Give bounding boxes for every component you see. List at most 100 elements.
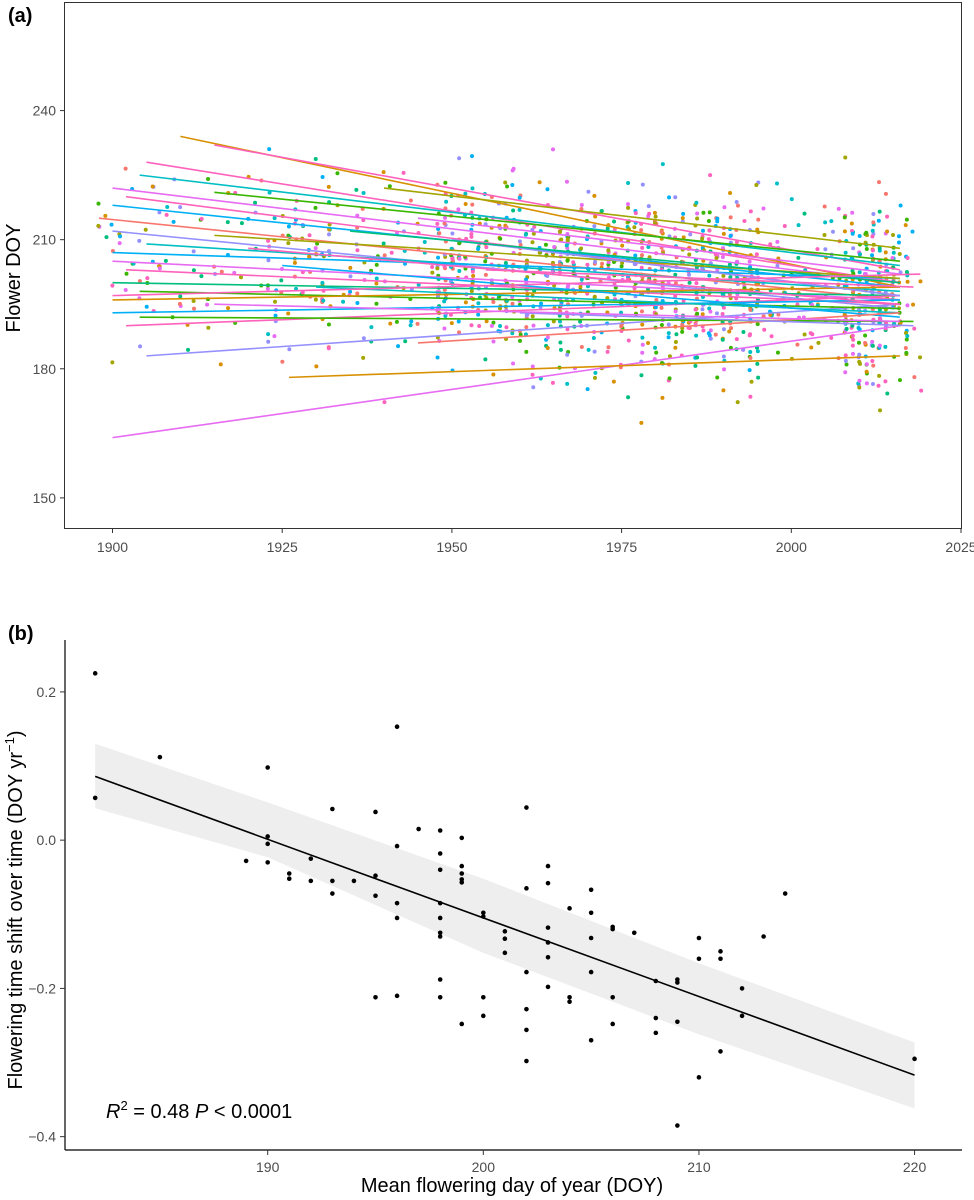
- panel-a-point: [348, 265, 353, 270]
- panel-a-point: [273, 299, 278, 304]
- panel-a-point: [756, 375, 761, 380]
- panel-a-point: [606, 345, 611, 350]
- panel-a-point: [856, 340, 861, 345]
- panel-a-point: [844, 362, 849, 367]
- panel-a-point: [145, 276, 150, 281]
- panel-b-point: [459, 863, 465, 869]
- panel-a-point: [620, 260, 625, 265]
- panel-a-point: [430, 270, 435, 275]
- panel-a-point: [592, 375, 597, 380]
- panel-a-point: [471, 273, 476, 278]
- panel-a-y-tick-label: 180: [33, 361, 57, 377]
- panel-a-point: [809, 345, 814, 350]
- panel-a-point: [720, 312, 725, 317]
- panel-a-point: [206, 325, 211, 330]
- panel-a-point: [721, 354, 726, 359]
- panel-a-point: [524, 325, 529, 330]
- panel-a-point: [326, 346, 331, 351]
- panel-a-point: [700, 228, 705, 233]
- panel-a-point: [206, 177, 211, 182]
- panel-a-point: [551, 319, 556, 324]
- panel-a-x-tick-label: 2000: [776, 539, 807, 555]
- panel-a-trend-line: [112, 286, 900, 301]
- panel-a-point: [747, 333, 752, 338]
- panel-a-point: [688, 232, 693, 237]
- panel-a-point: [137, 279, 142, 284]
- panel-a-point: [382, 400, 387, 405]
- panel-a-point: [157, 266, 162, 271]
- panel-a-point: [755, 322, 760, 327]
- panel-a-point: [673, 294, 678, 299]
- panel-a-point: [857, 252, 862, 257]
- panel-b-point: [524, 1058, 529, 1064]
- panel-a-point: [279, 278, 284, 283]
- panel-a-trend-line: [146, 161, 901, 284]
- panel-b-point: [567, 994, 572, 1000]
- panel-a-point: [695, 311, 700, 316]
- panel-b-point: [782, 891, 788, 896]
- panel-b-point: [696, 1075, 702, 1080]
- panel-a-point: [592, 294, 597, 299]
- panel-b-point: [502, 950, 508, 956]
- panel-a-point: [864, 230, 869, 235]
- panel-a-point: [748, 350, 753, 355]
- panel-a-point: [850, 343, 855, 348]
- panel-a-point: [518, 242, 523, 247]
- panel-a-point: [640, 342, 645, 347]
- panel-a-trend-line: [417, 217, 901, 275]
- panel-a-point: [640, 335, 645, 340]
- panel-a-point: [715, 219, 720, 224]
- panel-a-point: [700, 312, 705, 317]
- panel-b-point: [286, 876, 292, 881]
- panel-a-point: [870, 359, 875, 364]
- panel-a-point: [619, 264, 624, 269]
- panel-a-point: [707, 210, 712, 215]
- panel-a-point: [611, 379, 616, 384]
- panel-a-scatter-points: [96, 147, 924, 425]
- panel-a-point: [747, 368, 752, 373]
- panel-a-point: [286, 311, 291, 316]
- panel-a-point: [531, 323, 536, 328]
- panel-a-point: [639, 265, 644, 270]
- panel-a-label: (a): [8, 5, 32, 27]
- panel-a-point: [104, 235, 109, 240]
- panel-a-y-tick-label: 210: [33, 232, 57, 248]
- panel-a-point: [666, 331, 671, 336]
- panel-a-point: [456, 207, 461, 212]
- panel-a-point: [850, 231, 855, 236]
- panel-a-point: [654, 350, 659, 355]
- panel-b-point: [394, 915, 400, 921]
- panel-b-point: [330, 806, 335, 812]
- panel-a-point: [313, 157, 318, 162]
- panel-a-point: [715, 375, 720, 380]
- panel-a-point: [374, 262, 379, 267]
- panel-a-point: [708, 309, 713, 314]
- panel-a-point: [110, 360, 115, 365]
- panel-a-point: [374, 301, 379, 306]
- panel-a-point: [695, 216, 700, 221]
- panel-b-point: [92, 795, 98, 801]
- panel-a-point: [640, 245, 645, 250]
- panel-a-point: [904, 217, 909, 222]
- panel-a-point: [857, 327, 862, 332]
- panel-a-point: [565, 352, 570, 357]
- panel-a-plot-border: [64, 2, 962, 529]
- panel-b-point: [545, 863, 551, 869]
- panel-a-point: [816, 340, 821, 345]
- panel-a-point: [450, 231, 455, 236]
- panel-a-point: [715, 216, 720, 221]
- panel-a-point: [870, 234, 875, 239]
- panel-b-point: [437, 867, 443, 873]
- panel-a-point: [640, 322, 645, 327]
- panel-a-trend-line: [519, 312, 914, 327]
- panel-a-point: [653, 214, 658, 219]
- panel-a-point: [381, 241, 386, 246]
- panel-b-point: [394, 993, 400, 999]
- panel-a-point: [470, 202, 475, 207]
- panel-b-axes: 190 200 210 220 0.2 0.0 −0.2 −0.4: [28, 640, 962, 1175]
- panel-b-point: [610, 926, 615, 932]
- panel-a-point: [469, 323, 474, 328]
- panel-a-point: [327, 232, 332, 237]
- panel-a-point: [782, 223, 787, 228]
- panel-a-point: [225, 220, 230, 225]
